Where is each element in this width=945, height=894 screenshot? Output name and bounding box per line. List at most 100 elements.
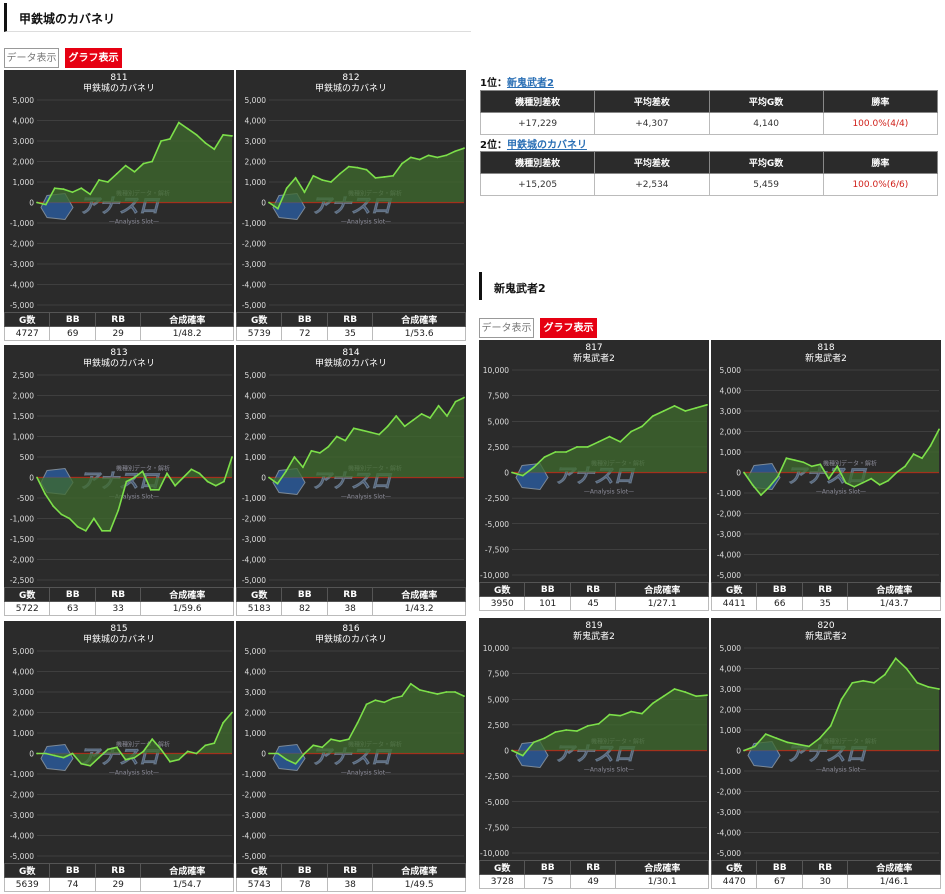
stats-table: G数 BB RB 合成確率 4411 66 35 1/43.7 xyxy=(710,582,941,611)
data-point xyxy=(673,404,676,407)
rank-2-machine-link[interactable]: 甲鉄城のカバネリ xyxy=(506,140,587,151)
data-point xyxy=(586,725,589,727)
col-header: 機種別差枚 xyxy=(479,90,596,113)
tab-graph-view[interactable]: グラフ表示 xyxy=(540,318,597,338)
data-point xyxy=(785,457,788,460)
data-point xyxy=(521,474,524,477)
tab-data-view[interactable]: データ表示 xyxy=(4,48,59,68)
chart-plot: 5,000 4,000 3,000 2,000 1,000 0 -1,000 -2,000 -3… xyxy=(717,366,940,580)
chart-plot: 2,500 2,000 1,500 1,000 500 0 -500 -1,000 -1,500… xyxy=(10,371,233,585)
series-area xyxy=(37,712,232,766)
rank-1-machine-link[interactable]: 新鬼武者2 xyxy=(506,78,554,89)
data-point xyxy=(608,435,611,438)
data-point xyxy=(347,738,350,741)
watermark-sub: —Analysis Slot— xyxy=(109,494,159,501)
data-point xyxy=(392,174,394,177)
stats-value: 82 xyxy=(281,601,328,616)
data-point xyxy=(151,738,154,741)
stats-header: RB xyxy=(94,863,142,878)
series-area xyxy=(37,122,232,205)
y-tick-label: 4,000 xyxy=(13,668,35,677)
machine-number: 818 xyxy=(817,343,835,353)
stats-header: 合成確率 xyxy=(372,863,466,878)
data-point xyxy=(905,667,908,670)
stats-table: G数 BB RB 合成確率 3950 101 45 1/27.1 xyxy=(478,582,709,611)
data-point xyxy=(565,729,568,731)
y-tick-label: -4,000 xyxy=(242,281,266,290)
data-point xyxy=(844,481,847,484)
data-point xyxy=(293,456,296,458)
y-tick-label: 4,000 xyxy=(245,392,267,401)
data-point xyxy=(133,476,136,479)
y-tick-label: -3,000 xyxy=(242,260,266,269)
stats-value: 1/43.7 xyxy=(847,596,941,611)
stats-value: 75 xyxy=(524,874,571,889)
data-point xyxy=(401,695,403,697)
y-tick-label: -2,000 xyxy=(10,791,34,800)
y-tick-label: 1,000 xyxy=(720,448,742,457)
y-tick-label: -5,000 xyxy=(10,852,34,861)
data-point xyxy=(142,750,145,753)
stats-value: 4411 xyxy=(710,596,758,611)
tab-data-view[interactable]: データ表示 xyxy=(479,318,534,338)
stats-header: RB xyxy=(326,312,374,327)
data-point xyxy=(641,712,643,715)
data-point xyxy=(71,191,74,194)
rank-2-heading: 2位：甲鉄城のカバネリ xyxy=(480,136,587,151)
data-point xyxy=(673,688,676,690)
data-point xyxy=(429,417,431,419)
machine-name: 新鬼武者2 xyxy=(805,632,847,642)
y-tick-label: 1,000 xyxy=(245,729,267,738)
stats-table: G数 BB RB 合成確率 5739 72 35 1/53.6 xyxy=(235,312,466,341)
data-point xyxy=(80,762,83,765)
stats-value: 66 xyxy=(756,596,803,611)
stats-header: BB xyxy=(49,863,96,878)
data-point xyxy=(684,691,687,693)
data-point xyxy=(195,752,198,755)
data-point xyxy=(222,721,225,724)
data-point xyxy=(695,407,698,409)
data-point xyxy=(630,710,633,713)
data-point xyxy=(84,529,87,532)
y-tick-label: -2,500 xyxy=(485,772,509,781)
y-tick-label: 1,000 xyxy=(13,729,35,738)
data-point xyxy=(641,425,643,428)
stats-header: G数 xyxy=(710,860,758,875)
data-point xyxy=(312,744,315,747)
data-point xyxy=(662,410,665,412)
stats-header: 合成確率 xyxy=(140,863,234,878)
data-point xyxy=(151,160,154,163)
y-tick-label: 5,000 xyxy=(245,371,267,380)
data-point xyxy=(786,741,789,744)
y-tick-label: -5,000 xyxy=(717,849,741,858)
stats-value: 33 xyxy=(94,601,142,616)
data-point xyxy=(160,748,162,751)
data-point xyxy=(751,483,754,486)
chart-title: 812 甲鉄城のカバネリ xyxy=(236,73,466,95)
data-point xyxy=(44,203,47,206)
data-point xyxy=(887,479,890,482)
data-point xyxy=(445,154,448,157)
data-point xyxy=(169,760,171,763)
y-tick-label: 5,000 xyxy=(488,695,510,704)
section-header-kabaneri: 甲鉄城のカバネリ xyxy=(4,3,471,32)
data-point xyxy=(157,488,160,491)
data-point xyxy=(276,207,279,210)
series-area xyxy=(744,658,939,751)
data-point xyxy=(356,721,359,724)
watermark-sub: —Analysis Slot— xyxy=(341,770,391,777)
data-point xyxy=(743,471,745,474)
y-tick-label: 7,500 xyxy=(488,392,510,401)
stats-value: 1/49.5 xyxy=(372,877,466,892)
data-point xyxy=(285,470,287,473)
stats-header: RB xyxy=(94,587,142,602)
machine-number: 811 xyxy=(110,73,128,83)
chart-plot: 5,000 4,000 3,000 2,000 1,000 0 -1,000 -2,000 -3… xyxy=(10,96,233,310)
y-tick-label: -2,500 xyxy=(10,576,34,585)
data-point xyxy=(204,142,207,144)
machine-chart-811: 5,000 4,000 3,000 2,000 1,000 0 -1,000 -2,000 -3… xyxy=(3,70,234,341)
data-point xyxy=(554,731,557,733)
tab-graph-view[interactable]: グラフ表示 xyxy=(65,48,122,68)
y-tick-label: -5,000 xyxy=(242,576,266,585)
data-point xyxy=(630,430,633,433)
